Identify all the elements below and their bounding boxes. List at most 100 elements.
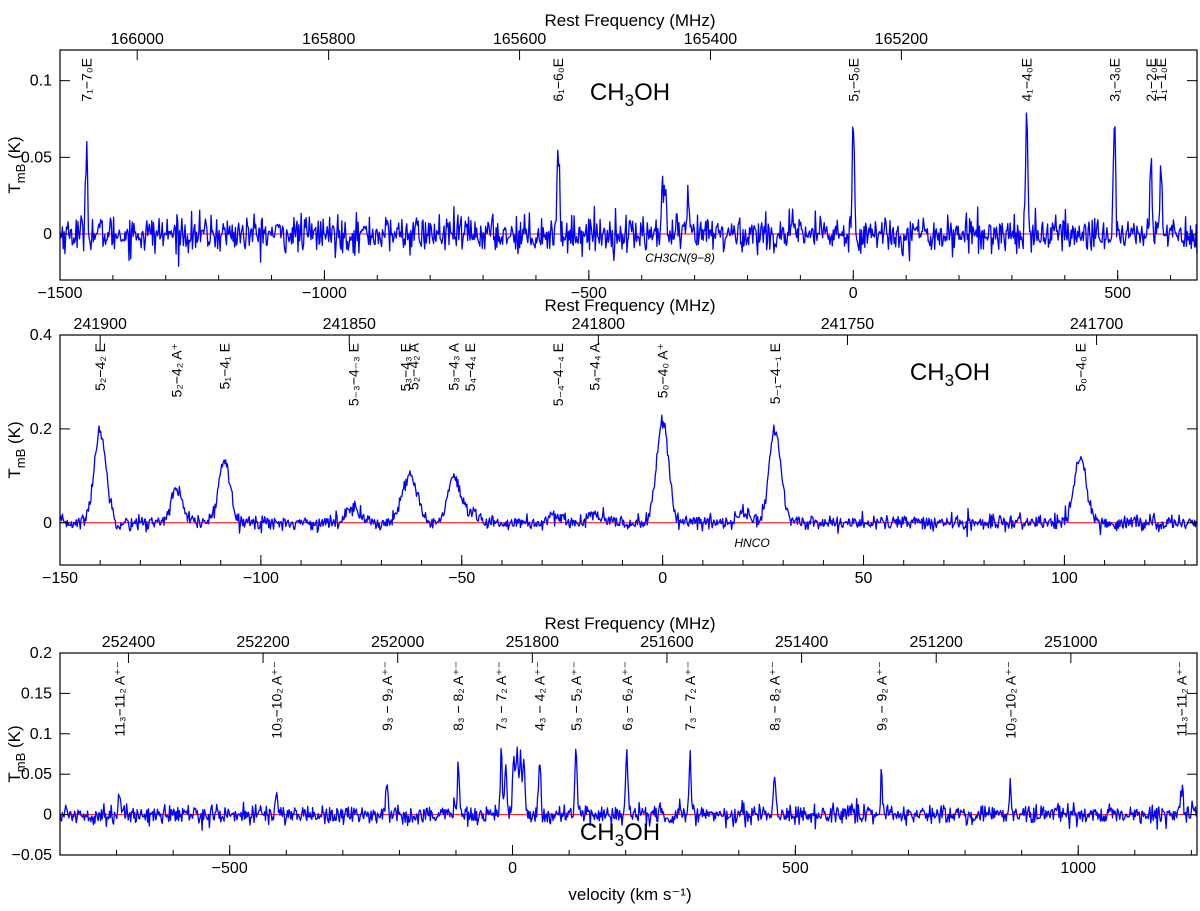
transition-label: 5₃−4₃ A — [446, 342, 462, 390]
y-tick-label: 0.1 — [30, 73, 52, 90]
spectrum-panel-2: −150 −100 −50 0 50 100 241900 241850 241800 24175… — [5, 296, 1198, 587]
y-axis-title: TmB (K) — [5, 725, 28, 782]
top-tick-label: 241900 — [73, 316, 126, 333]
top-tick-label: 251400 — [775, 634, 828, 651]
transition-label: 4₁−4₀E — [1019, 58, 1035, 102]
x-tick-label: −1000 — [302, 285, 347, 302]
x-axis-title: velocity (km s⁻¹) — [568, 885, 691, 904]
transition-label: 11₃−11₂ A⁺⁻ — [111, 661, 127, 737]
top-tick-label: 165600 — [493, 31, 546, 48]
spectrum-panel-3: −500 0 500 1000 252400 252200 252000 251800 2516… — [5, 614, 1198, 877]
transition-label: 8₃ − 8₂ A⁺⁻ — [766, 661, 782, 731]
molecule-label: CH3OH — [910, 359, 990, 390]
top-tick-label: 241800 — [572, 316, 625, 333]
x-tick-label: 0 — [508, 860, 517, 877]
transition-label: 9₃ − 9₂ A⁺⁻ — [379, 661, 395, 731]
transition-label: 7₃ − 7₂ A⁺⁻ — [682, 661, 698, 731]
transition-label: 3₁−3₀E — [1107, 58, 1123, 102]
y-tick-label: 0.15 — [21, 685, 52, 702]
spectrum-panel-1: −1500 −1000 −500 0 500 166000 165800 165600 1654… — [5, 11, 1198, 302]
y-tick-label: −0.05 — [12, 847, 53, 864]
y-axis-title: TmB (K) — [5, 136, 28, 193]
transition-label: 5₂−4₂ E — [92, 343, 108, 391]
x-tick-label: 1000 — [1060, 860, 1096, 877]
x-tick-label: 100 — [1051, 570, 1078, 587]
transition-label: 10₃−10₂ A⁺⁻ — [269, 661, 285, 739]
top-tick-label: 251000 — [1044, 634, 1097, 651]
top-tick-label: 165400 — [684, 31, 737, 48]
spectrum-line — [59, 414, 1198, 538]
x-tick-label: 0 — [658, 570, 667, 587]
transition-label: 11₃−11₂ A⁺⁻ — [1174, 661, 1190, 737]
transition-label: 6₃ − 6₂ A⁺⁻ — [619, 661, 635, 731]
plot-frame — [59, 49, 1198, 281]
transition-label: 4₃ − 4₂ A⁺⁻ — [532, 661, 548, 731]
x-tick-label: 500 — [1104, 285, 1131, 302]
y-tick-label: 0.2 — [30, 421, 52, 438]
transition-label: 5₄−4₄ A — [586, 342, 602, 390]
transition-label: 5₄−4₄ E — [462, 343, 478, 391]
transition-label: 5₋₁−4₋₁ E — [767, 343, 783, 404]
y-tick-label: 0.05 — [21, 149, 52, 166]
top-tick-label: 251200 — [910, 634, 963, 651]
transition-label: 6₁−6₀E — [550, 58, 566, 102]
top-tick-label: 251800 — [506, 634, 559, 651]
transition-label: 5₁−5₀E — [845, 58, 861, 102]
top-tick-label: 252200 — [236, 634, 289, 651]
x-tick-label: −150 — [42, 570, 78, 587]
x-tick-label: −500 — [571, 285, 607, 302]
transition-label: 5₋₃−4₋₃ E — [345, 343, 361, 406]
transition-label: 5₋₄−4₋₄ E — [550, 343, 566, 406]
transition-label: 1₁−1₀E — [1153, 58, 1169, 102]
transition-label: 7₃ − 7₂ A⁺⁻ — [493, 661, 509, 731]
x-tick-label: 0 — [849, 285, 858, 302]
y-tick-label: 0.1 — [30, 726, 52, 743]
top-tick-label: 241750 — [821, 316, 874, 333]
top-axis-title: Rest Frequency (MHz) — [545, 11, 716, 30]
top-tick-label: 252000 — [371, 634, 424, 651]
x-tick-label: −500 — [212, 860, 248, 877]
transition-label: 2₁−2₀E — [1143, 58, 1159, 102]
top-tick-label: 165200 — [875, 31, 928, 48]
top-tick-label: 251600 — [640, 634, 693, 651]
transition-label: 9₃ − 9₂ A⁺⁻ — [873, 661, 889, 731]
transition-label: 5₃ − 5₂ A⁺⁻ — [568, 661, 584, 731]
transition-label: 5₂−4₂ A⁺ — [169, 343, 185, 397]
top-tick-label: 166000 — [111, 31, 164, 48]
top-axis-title: Rest Frequency (MHz) — [545, 296, 716, 315]
plot-frame — [59, 652, 1198, 856]
y-tick-label: 0.2 — [30, 645, 52, 662]
y-tick-label: 0.4 — [30, 327, 52, 344]
y-axis-title: TmB (K) — [5, 421, 28, 478]
top-axis-title: Rest Frequency (MHz) — [545, 614, 716, 633]
y-tick-label: 0.05 — [21, 766, 52, 783]
y-tick-label: 0 — [43, 807, 52, 824]
top-tick-label: 241700 — [1070, 316, 1123, 333]
top-tick-label: 252400 — [102, 634, 155, 651]
molecule-label: CH3OH — [580, 819, 660, 850]
spectrum-line — [59, 746, 1198, 831]
transition-label: 8₃ − 8₂ A⁺⁻ — [450, 661, 466, 731]
molecule-label: CH3OH — [590, 79, 670, 110]
transition-label: 10₃−10₂ A⁺⁻ — [1002, 661, 1018, 739]
transition-label: 5₃−4₃ E — [398, 343, 414, 391]
blend-annotation: HNCO — [734, 536, 769, 550]
transition-label: 5₁−4₁ E — [217, 343, 233, 389]
x-tick-label: 500 — [782, 860, 809, 877]
plot-frame — [59, 334, 1198, 566]
transition-label: 7₁−7₀E — [78, 58, 94, 102]
x-tick-label: −50 — [448, 570, 475, 587]
y-tick-label: 0 — [43, 515, 52, 532]
top-tick-label: 241850 — [323, 316, 376, 333]
transition-label: 5₀−4₀ A⁺ — [655, 343, 671, 398]
x-tick-label: 50 — [855, 570, 873, 587]
spectrum-line — [59, 112, 1198, 267]
x-tick-label: −100 — [243, 570, 279, 587]
y-tick-label: 0 — [43, 226, 52, 243]
transition-label: 5₂−4₂ A — [406, 342, 422, 390]
top-tick-label: 165800 — [302, 31, 355, 48]
blend-annotation: CH3CN(9−8) — [645, 251, 715, 265]
transition-label: 5₀−4₀ E — [1072, 343, 1088, 392]
x-tick-label: −1500 — [38, 285, 83, 302]
